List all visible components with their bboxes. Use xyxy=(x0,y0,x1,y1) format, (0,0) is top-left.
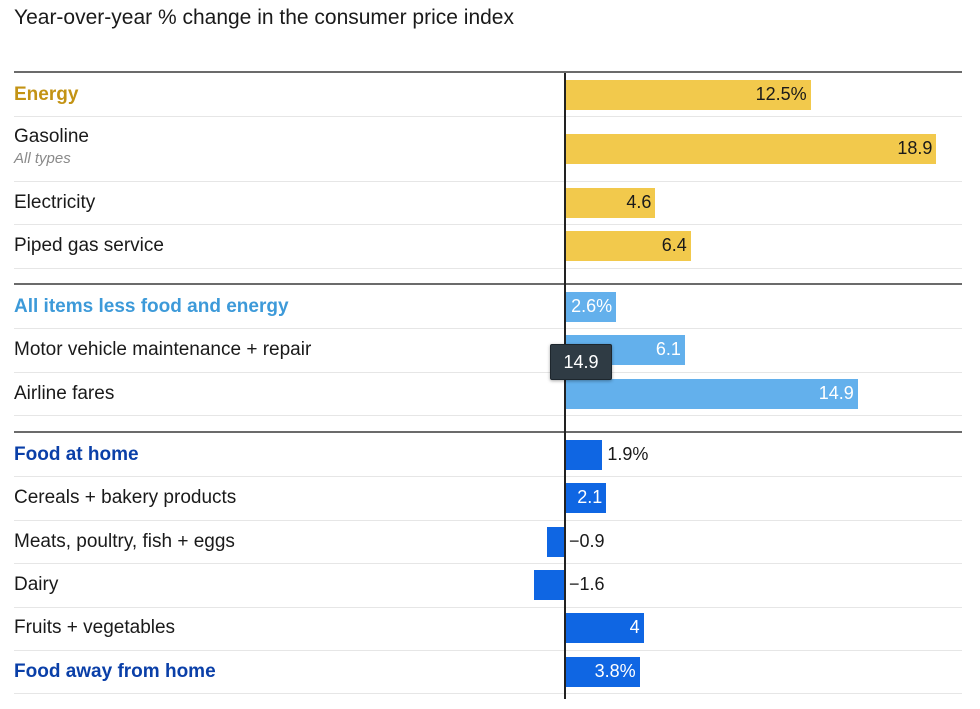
row-divider xyxy=(14,476,962,478)
row-label: Meats, poultry, fish + eggs xyxy=(14,530,235,552)
row-sublabel: All types xyxy=(14,149,71,167)
bar[interactable] xyxy=(547,526,565,557)
bar[interactable] xyxy=(565,230,691,261)
bar-value-label: −1.6 xyxy=(569,573,605,594)
bar[interactable] xyxy=(565,439,603,470)
bar[interactable] xyxy=(565,378,858,409)
row-label: Dairy xyxy=(14,573,59,595)
bar-value-label: 14.9 xyxy=(818,382,854,403)
bar[interactable] xyxy=(565,291,617,322)
group-divider xyxy=(14,283,962,285)
value-tooltip: 14.9 xyxy=(550,344,612,380)
row-divider xyxy=(14,693,962,695)
group-divider xyxy=(14,431,962,433)
row-divider xyxy=(14,519,962,521)
group-header-label: Energy xyxy=(14,83,79,105)
row-label: Gasoline xyxy=(14,125,89,147)
row-divider xyxy=(14,267,962,269)
group-header-label: Food away from home xyxy=(14,660,216,682)
row-divider xyxy=(14,415,962,417)
bar[interactable] xyxy=(565,656,640,687)
row-divider xyxy=(14,224,962,226)
bar[interactable] xyxy=(565,79,811,110)
row-divider xyxy=(14,371,962,373)
row-label: Fruits + vegetables xyxy=(14,617,176,639)
bar-value-label: 2.6% xyxy=(571,295,613,316)
row-divider xyxy=(14,650,962,651)
group-divider xyxy=(14,71,962,73)
bar[interactable] xyxy=(565,187,656,218)
bar[interactable] xyxy=(533,569,565,600)
bar[interactable] xyxy=(565,133,937,164)
bar[interactable] xyxy=(565,613,644,644)
row-divider xyxy=(14,606,962,608)
bar-value-label: 2.1 xyxy=(577,487,603,508)
bar-value-label: 6.4 xyxy=(661,234,687,255)
zero-axis xyxy=(564,73,566,700)
row-divider xyxy=(14,563,962,565)
bar-value-label: −0.9 xyxy=(569,530,605,551)
bar-value-label: 1.9% xyxy=(607,443,649,464)
row-label: Airline fares xyxy=(14,382,115,404)
bar-value-label: 3.8% xyxy=(594,660,636,681)
bar-value-label: 6.1 xyxy=(655,339,681,360)
bar-value-label: 12.5% xyxy=(755,83,807,104)
group-header-label: All items less food and energy xyxy=(14,295,289,317)
row-divider xyxy=(14,328,962,330)
bar-value-label: 4.6 xyxy=(626,191,652,212)
bar-value-label: 4 xyxy=(629,617,640,638)
group-header-label: Food at home xyxy=(14,443,139,465)
row-label: Piped gas service xyxy=(14,234,164,256)
row-divider xyxy=(14,180,962,182)
row-label: Cereals + bakery products xyxy=(14,487,237,509)
row-label: Electricity xyxy=(14,191,96,213)
bar-value-label: 18.9 xyxy=(897,137,933,158)
bar[interactable] xyxy=(565,483,607,514)
chart-title: Year-over-year % change in the consumer … xyxy=(14,6,514,29)
row-divider xyxy=(14,116,962,118)
row-label: Motor vehicle maintenance + repair xyxy=(14,339,312,361)
